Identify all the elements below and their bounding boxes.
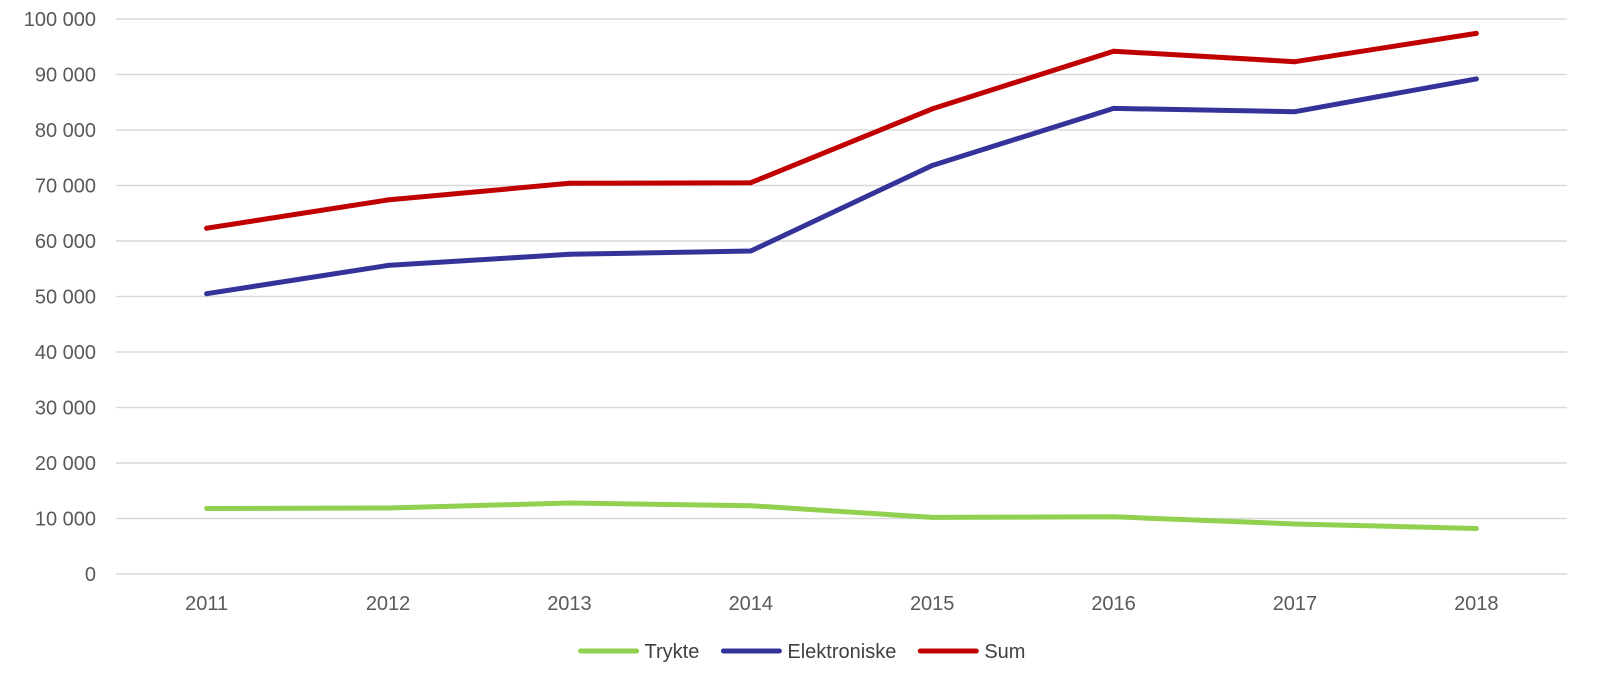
data-point-sum	[385, 197, 391, 203]
y-tick-label: 90 000	[35, 65, 96, 87]
data-point-sum	[204, 225, 210, 231]
data-point-sum	[929, 106, 935, 112]
data-point-sum	[1292, 59, 1298, 65]
data-point-elektroniske	[385, 262, 391, 268]
y-tick-label: 10 000	[35, 509, 96, 531]
legend: Trykte Elektroniske Sum	[578, 641, 1025, 663]
x-tick-label: 2011	[185, 593, 228, 615]
data-point-elektroniske	[1111, 105, 1117, 111]
data-point-elektroniske	[1292, 109, 1298, 115]
y-axis-tick-labels: 0 10 000 20 000 30 000 40 000 50 000 60 000 70 …	[24, 9, 96, 586]
data-point-sum	[1473, 30, 1479, 36]
data-point-elektroniske	[204, 291, 210, 297]
y-tick-label: 20 000	[35, 453, 96, 475]
data-point-trykte	[1111, 514, 1117, 520]
legend-label: Trykte	[645, 641, 700, 663]
data-point-sum	[748, 180, 754, 186]
data-point-sum	[566, 180, 572, 186]
y-tick-label: 40 000	[35, 342, 96, 364]
legend-item-sum: Sum	[917, 641, 1025, 663]
series-line-sum	[204, 30, 1479, 231]
legend-label: Elektroniske	[787, 641, 896, 663]
x-tick-label: 2018	[1454, 593, 1499, 615]
data-point-trykte	[204, 506, 210, 512]
data-point-trykte	[1292, 521, 1298, 527]
data-point-trykte	[566, 500, 572, 506]
y-tick-label: 100 000	[24, 9, 96, 31]
series-line-elektroniske	[204, 76, 1479, 297]
legend-item-elektroniske: Elektroniske	[720, 641, 896, 663]
legend-item-trykte: Trykte	[578, 641, 700, 663]
x-axis-tick-labels: 2011 2012 2013 2014 2015 2016 2017 2018	[185, 593, 1498, 615]
data-point-trykte	[1473, 525, 1479, 531]
series-line-trykte	[204, 500, 1479, 531]
data-point-elektroniske	[1473, 76, 1479, 82]
data-point-trykte	[385, 505, 391, 511]
y-tick-label: 50 000	[35, 287, 96, 309]
legend-label: Sum	[984, 641, 1025, 663]
y-tick-label: 70 000	[35, 176, 96, 198]
x-tick-label: 2014	[729, 593, 774, 615]
data-point-elektroniske	[748, 248, 754, 254]
x-tick-label: 2012	[366, 593, 411, 615]
data-point-trykte	[748, 503, 754, 509]
data-point-sum	[1111, 48, 1117, 54]
data-point-elektroniske	[929, 163, 935, 169]
data-point-elektroniske	[566, 251, 572, 257]
y-tick-label: 30 000	[35, 398, 96, 420]
y-tick-label: 60 000	[35, 231, 96, 253]
data-point-trykte	[929, 514, 935, 520]
series-lines	[204, 30, 1479, 531]
gridlines	[116, 18, 1567, 575]
x-tick-label: 2017	[1273, 593, 1318, 615]
x-tick-label: 2013	[547, 593, 592, 615]
y-tick-label: 80 000	[35, 120, 96, 142]
x-tick-label: 2015	[910, 593, 955, 615]
y-tick-label: 0	[85, 564, 96, 586]
x-tick-label: 2016	[1091, 593, 1136, 615]
